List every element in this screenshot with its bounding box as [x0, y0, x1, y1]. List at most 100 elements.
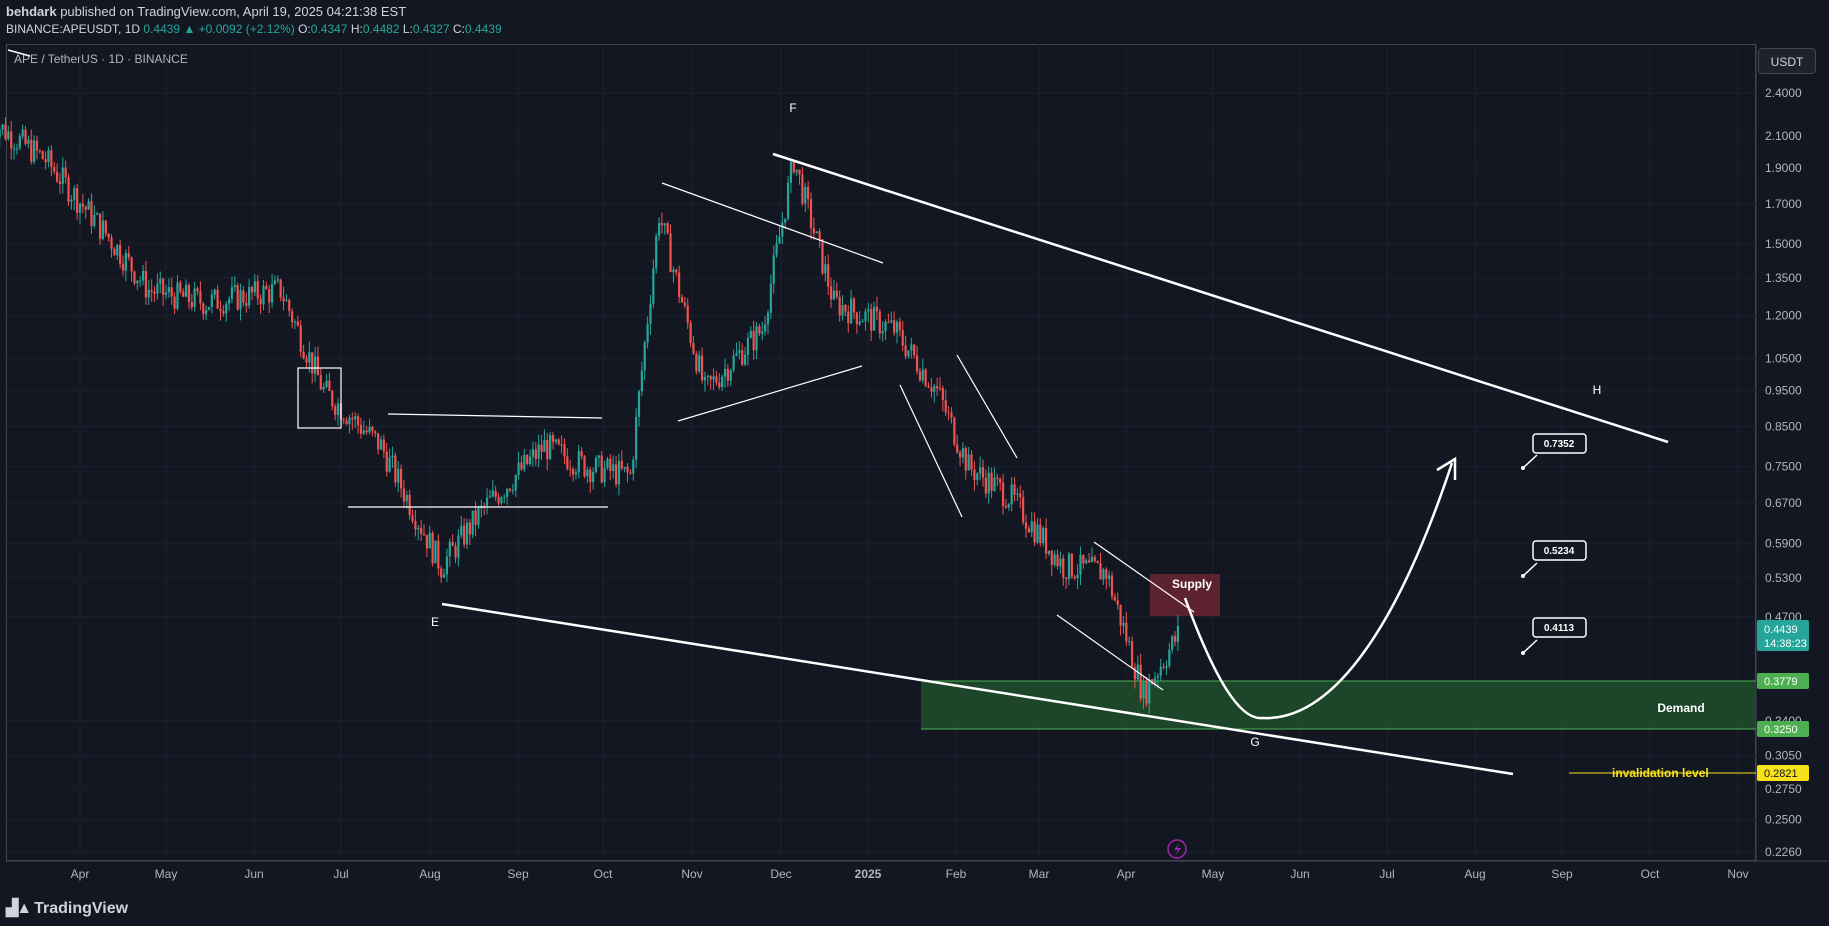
invalidation-tag: 0.2821 [1757, 765, 1809, 781]
candle-body [159, 278, 162, 284]
candle-body [500, 497, 503, 504]
trendline-upper-wedge[interactable] [772, 152, 1669, 444]
candle-body [847, 311, 850, 324]
candle-body [612, 464, 615, 471]
candle-body [832, 290, 836, 300]
currency-button[interactable]: USDT [1758, 48, 1816, 74]
candle-body [273, 280, 277, 285]
candle-body [778, 236, 781, 244]
trendline-top-left[interactable] [7, 49, 31, 57]
candle-body [864, 311, 867, 322]
candle-body [130, 257, 133, 272]
candle-body [1067, 553, 1071, 579]
price-tick: 1.7000 [1765, 197, 1802, 211]
candle-body [569, 468, 572, 470]
range-top-line[interactable] [387, 413, 603, 419]
supply-label: Supply [1172, 577, 1212, 591]
candle-body [1125, 622, 1128, 642]
flag-lower-line[interactable] [899, 384, 963, 518]
candle-body [818, 231, 821, 240]
candle-body [1110, 575, 1114, 597]
target-callout-3[interactable]: 0.4113 [1521, 617, 1587, 655]
low-value: 0.4327 [412, 22, 450, 36]
candle-body [821, 239, 824, 274]
price-axis[interactable]: 2.4000 2.1000 1.9000 1.7000 1.5000 1.3500 1.20… [1765, 86, 1802, 859]
candle-body [1139, 664, 1142, 699]
demand-zone[interactable] [921, 681, 1756, 729]
candle-body [827, 264, 830, 287]
candle-body [477, 508, 480, 525]
footer [0, 888, 1829, 926]
candle-body [580, 451, 583, 457]
price-tick: 1.5000 [1765, 237, 1802, 251]
time-tick: Apr [1117, 867, 1136, 881]
low-label: L: [402, 22, 413, 36]
candle-body [941, 388, 944, 401]
candle-body [24, 129, 27, 145]
candle-body [265, 285, 268, 290]
candle-body [1130, 641, 1134, 668]
candle-body [121, 263, 125, 271]
candle-body [1096, 561, 1099, 563]
candle-body [365, 430, 368, 433]
candle-body [592, 471, 595, 482]
time-axis[interactable]: Apr May Jun Jul Aug Sep Oct Nov Dec 2025 Feb Mar Apr… [71, 867, 1749, 881]
price-tick: 0.2750 [1765, 782, 1802, 796]
candle-body [437, 540, 440, 569]
candle-body [606, 458, 609, 468]
time-tick: Oct [1641, 867, 1660, 881]
candle-body [789, 161, 793, 183]
channel-upper-line[interactable] [661, 182, 884, 264]
wedge-lower-line[interactable] [1056, 614, 1164, 691]
candle-body [250, 286, 254, 293]
wedge-upper-line[interactable] [1093, 541, 1195, 613]
candle-body [850, 298, 853, 324]
ohlc-bar: BINANCE:APEUSDT, 1D 0.4439 ▲ +0.0092 (+2… [6, 22, 502, 36]
candle-body [359, 424, 363, 434]
candle-body [600, 455, 603, 483]
projection-path[interactable] [1183, 462, 1454, 720]
drawings[interactable] [7, 49, 1756, 776]
candle-body [291, 311, 294, 323]
trendline-lower-wedge[interactable] [441, 602, 1514, 776]
candle-body [964, 448, 967, 471]
candle-body [683, 302, 686, 306]
candle-body [930, 387, 933, 392]
candle-body [454, 545, 457, 558]
candle-body [715, 376, 718, 383]
candle-body [953, 417, 956, 445]
candle-body [506, 488, 509, 497]
candle-body [764, 324, 767, 332]
candle-body [1145, 681, 1148, 704]
candle-body [67, 177, 70, 202]
target-callout-1[interactable]: 0.7352 [1521, 433, 1587, 470]
candle-body [956, 444, 959, 453]
candle-body [21, 129, 24, 137]
candle-body [491, 490, 494, 497]
supply-zone[interactable] [1150, 574, 1220, 616]
candle-body [924, 369, 927, 386]
channel-lower-line[interactable] [677, 365, 863, 422]
candle-body [815, 231, 818, 234]
candle-body [96, 213, 99, 215]
candle-body [546, 440, 549, 460]
candle-body [173, 296, 176, 309]
price-tick: 1.3500 [1765, 271, 1802, 285]
candle-body [990, 472, 993, 491]
author-name[interactable]: behdark [6, 4, 57, 19]
candle-body [98, 213, 102, 239]
candle-body [311, 352, 314, 374]
candle-body [422, 533, 426, 535]
demand-bottom-tag: 0.3250 [1757, 721, 1809, 737]
candle-body [543, 440, 546, 452]
target-callout-2[interactable]: 0.5234 [1521, 540, 1587, 578]
candle-body [4, 124, 7, 139]
candle-body [1159, 666, 1162, 676]
price-tick: 0.5300 [1765, 571, 1802, 585]
flag-upper-line[interactable] [956, 354, 1018, 459]
lightning-icon[interactable] [1167, 839, 1187, 859]
price-tick: 1.9000 [1765, 161, 1802, 175]
tradingview-logo[interactable]: ▟▲ TradingView [6, 898, 128, 918]
consolidation-box[interactable] [297, 367, 342, 429]
